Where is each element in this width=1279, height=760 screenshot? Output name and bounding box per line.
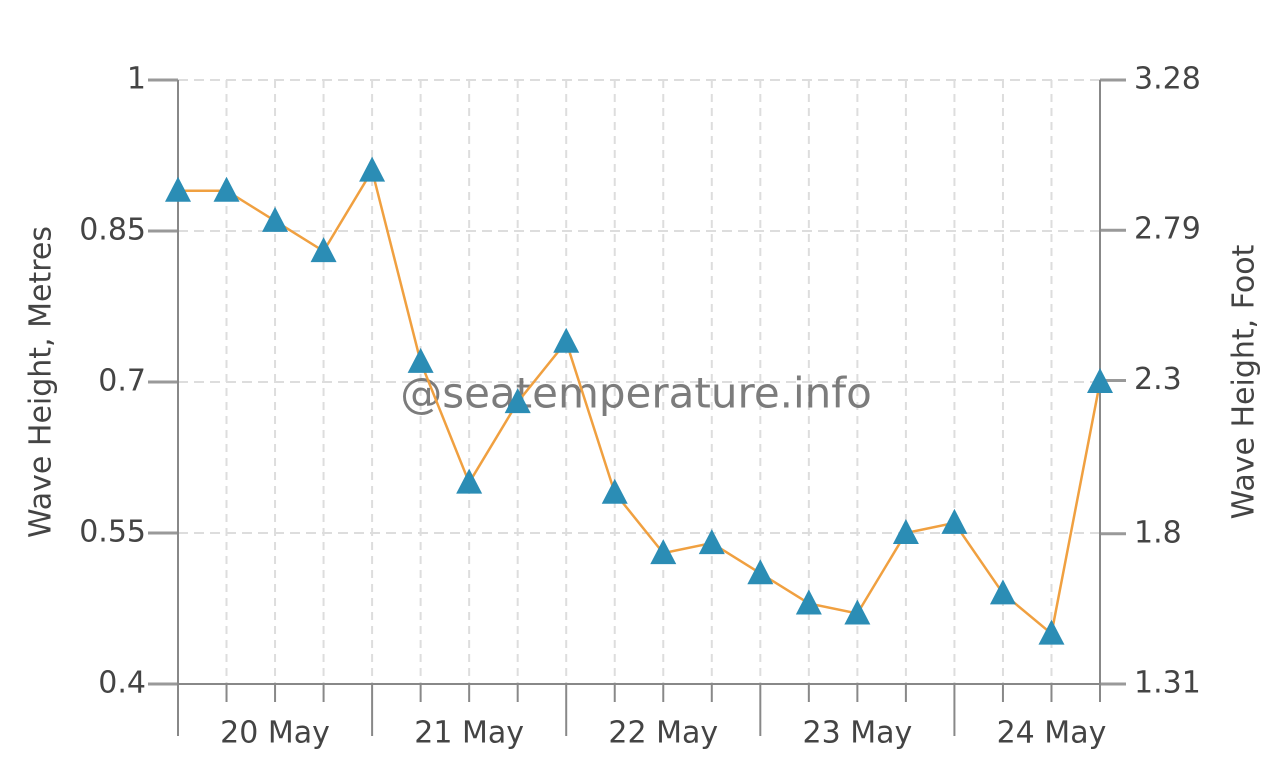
watermark: @seatemperature.info: [400, 369, 872, 418]
point-marker: [698, 529, 725, 555]
point-marker: [504, 388, 531, 414]
point-marker: [456, 468, 483, 494]
y2-tick-label: 2.79: [1134, 212, 1201, 247]
y2-tick-label: 1.8: [1134, 515, 1182, 550]
x-tick-label: 20 May: [220, 716, 330, 751]
y2-tick-label: 3.28: [1134, 62, 1201, 97]
point-marker: [941, 508, 968, 534]
point-marker: [844, 599, 871, 625]
x-tick-label: 22 May: [608, 716, 718, 751]
y2-axis-label: Wave Height, Foot: [1227, 244, 1262, 519]
point-marker: [601, 478, 628, 504]
y-tick-label: 0.85: [79, 213, 146, 248]
point-marker: [747, 559, 774, 585]
y-tick-label: 0.7: [98, 364, 146, 399]
point-marker: [310, 237, 337, 263]
point-marker: [795, 589, 822, 615]
y2-tick-label: 1.31: [1134, 666, 1201, 701]
point-marker: [892, 519, 919, 544]
point-marker: [650, 539, 677, 565]
point-marker: [213, 176, 240, 202]
point-marker: [553, 327, 580, 353]
y2-tick-label: 2.3: [1134, 362, 1182, 397]
y-axis-label: Wave Height, Metres: [24, 226, 59, 538]
x-tick-label: 23 May: [803, 716, 913, 751]
point-marker: [1087, 368, 1113, 393]
point-marker: [407, 347, 434, 373]
x-tick-label: 24 May: [997, 716, 1107, 751]
y-tick-label: 0.4: [98, 666, 146, 701]
point-marker: [359, 156, 386, 182]
point-marker: [1038, 619, 1065, 645]
point-marker: [262, 206, 289, 232]
y-tick-label: 1: [127, 62, 146, 97]
point-marker: [989, 579, 1016, 605]
point-marker: [165, 176, 191, 202]
x-tick-label: 21 May: [414, 716, 524, 751]
y-tick-label: 0.55: [79, 515, 146, 550]
